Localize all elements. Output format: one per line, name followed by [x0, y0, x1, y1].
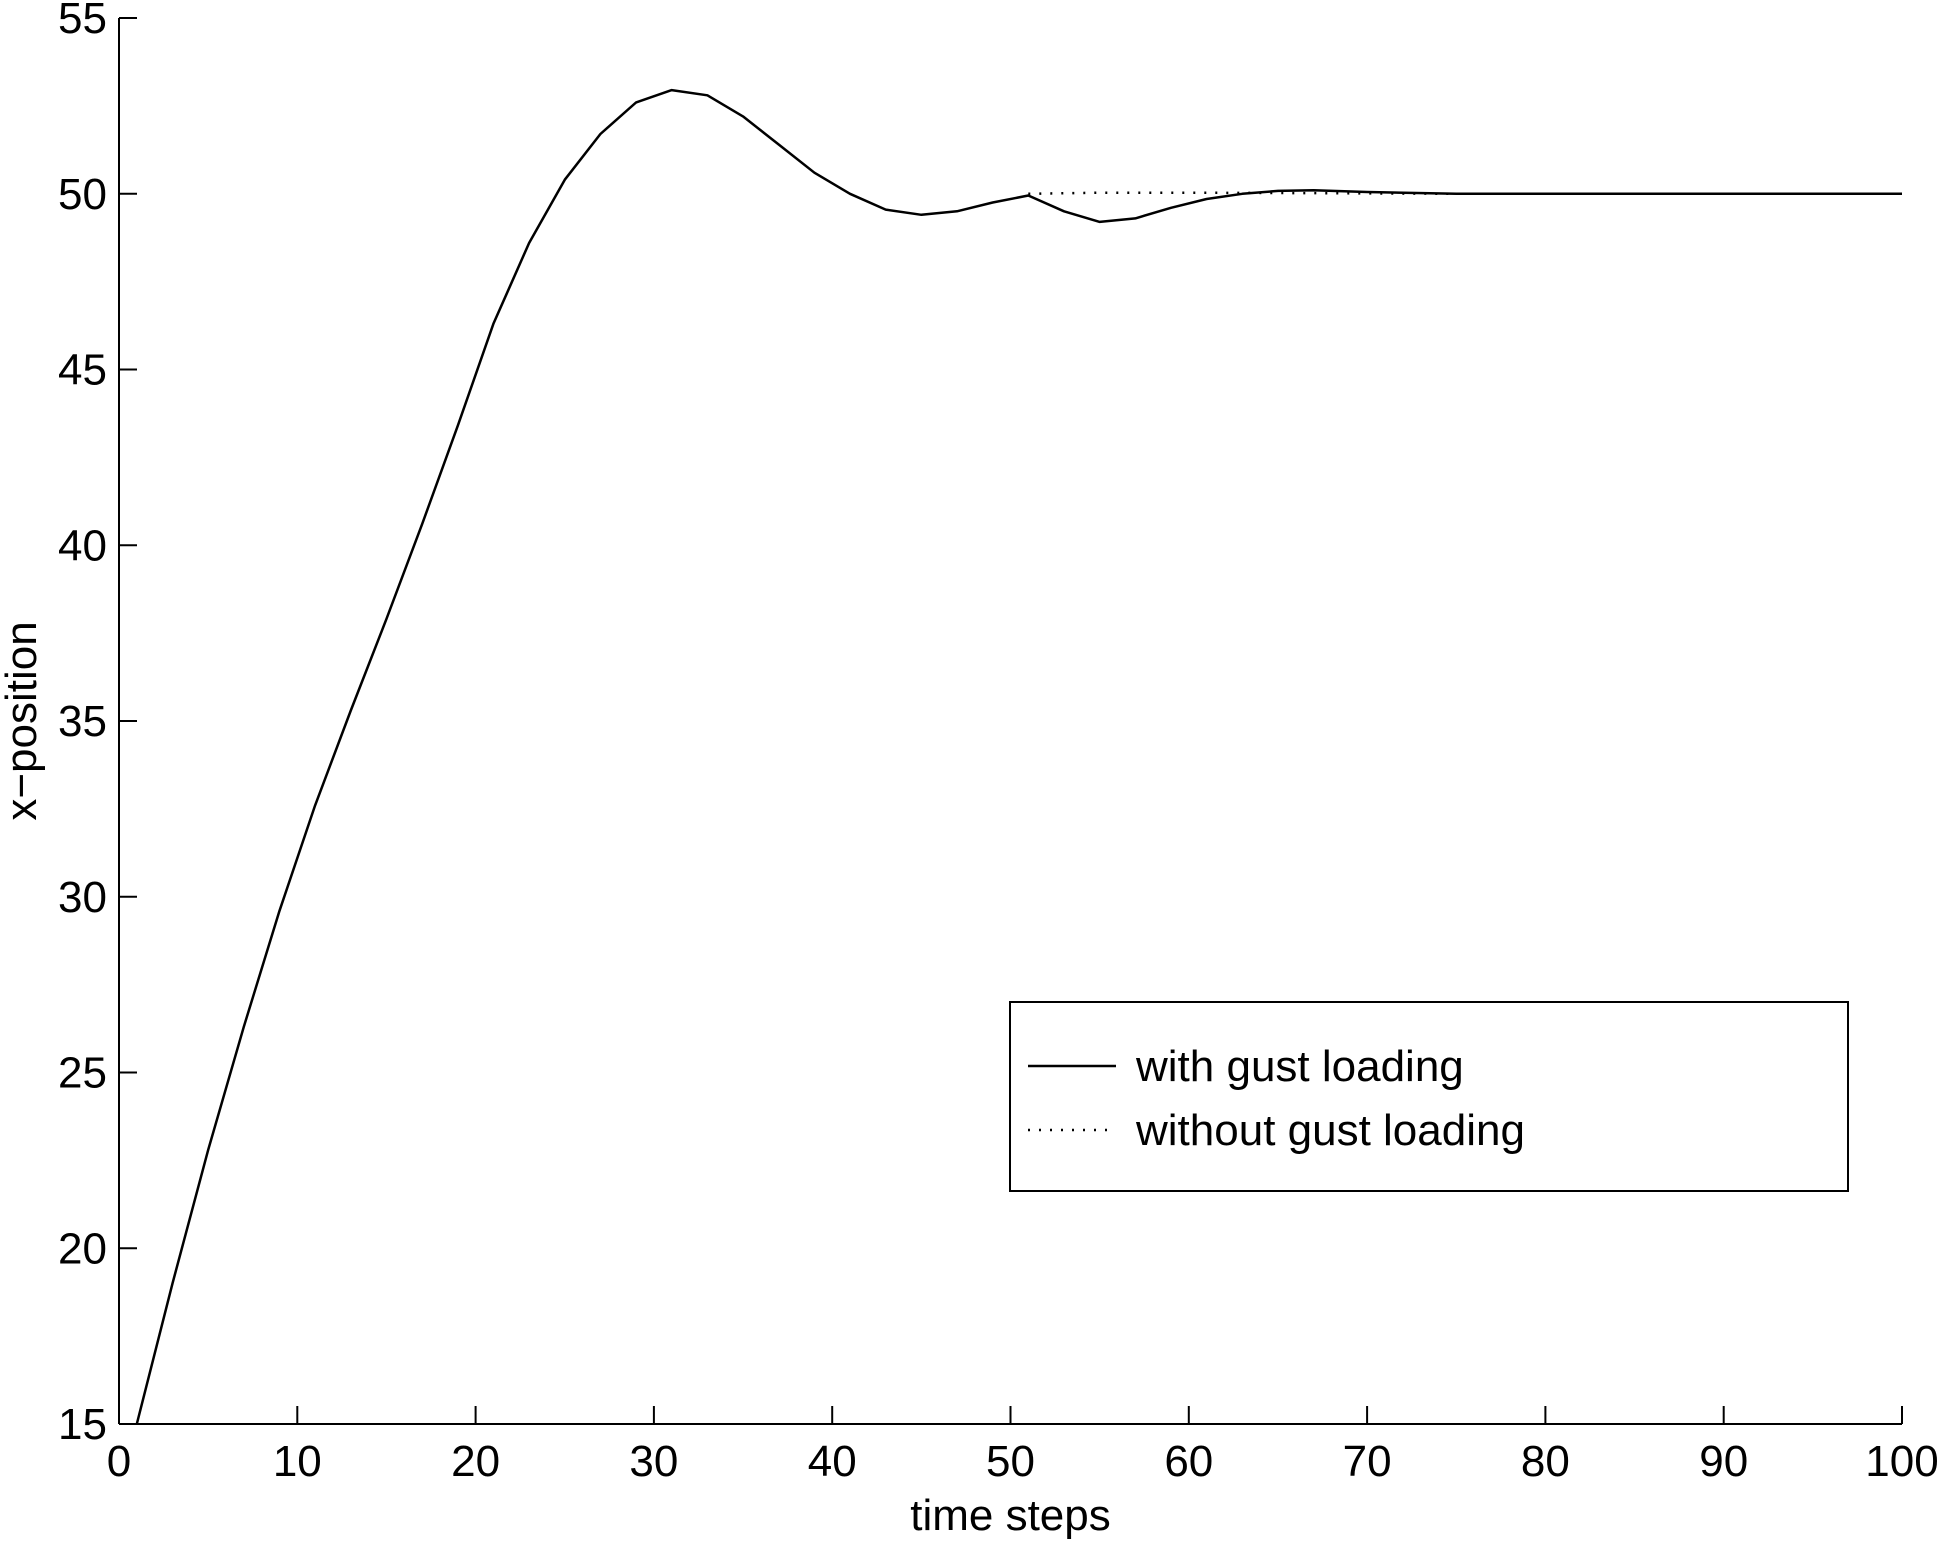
y-tick-label: 35 [58, 697, 107, 746]
legend-box [1009, 1001, 1849, 1192]
x-tick-label: 40 [808, 1437, 857, 1486]
legend-label-1: with gust loading [1135, 1042, 1464, 1091]
x-tick-label: 80 [1521, 1437, 1570, 1486]
y-tick-label: 55 [58, 0, 107, 43]
x-tick-label: 60 [1164, 1437, 1213, 1486]
legend: with gust loading without gust loading [1009, 1001, 1849, 1192]
x-tick-label: 90 [1699, 1437, 1748, 1486]
y-tick-label: 45 [58, 346, 107, 395]
x-tick-label: 50 [986, 1437, 1035, 1486]
legend-label-2: without gust loading [1135, 1106, 1525, 1155]
x-tick-label: 30 [629, 1437, 678, 1486]
x-tick-label: 20 [451, 1437, 500, 1486]
y-axis-label: x−position [0, 621, 46, 820]
y-tick-label: 20 [58, 1224, 107, 1273]
y-tick-label: 15 [58, 1400, 107, 1449]
y-tick-label: 50 [58, 170, 107, 219]
x-axis-label: time steps [910, 1491, 1111, 1540]
y-tick-label: 40 [58, 521, 107, 570]
x-tick-label: 70 [1343, 1437, 1392, 1486]
x-tick-label: 0 [107, 1437, 131, 1486]
series-line-1 [135, 88, 1902, 1425]
series-layer [135, 88, 1902, 1425]
axes: 0 10 20 30 40 50 60 70 80 90 100 15 20 25 30 35 40 45 50 55 [58, 0, 1939, 1486]
y-tick-label: 30 [58, 873, 107, 922]
x-tick-label: 10 [273, 1437, 322, 1486]
x-tick-label: 100 [1865, 1437, 1938, 1486]
y-tick-label: 25 [58, 1049, 107, 1098]
